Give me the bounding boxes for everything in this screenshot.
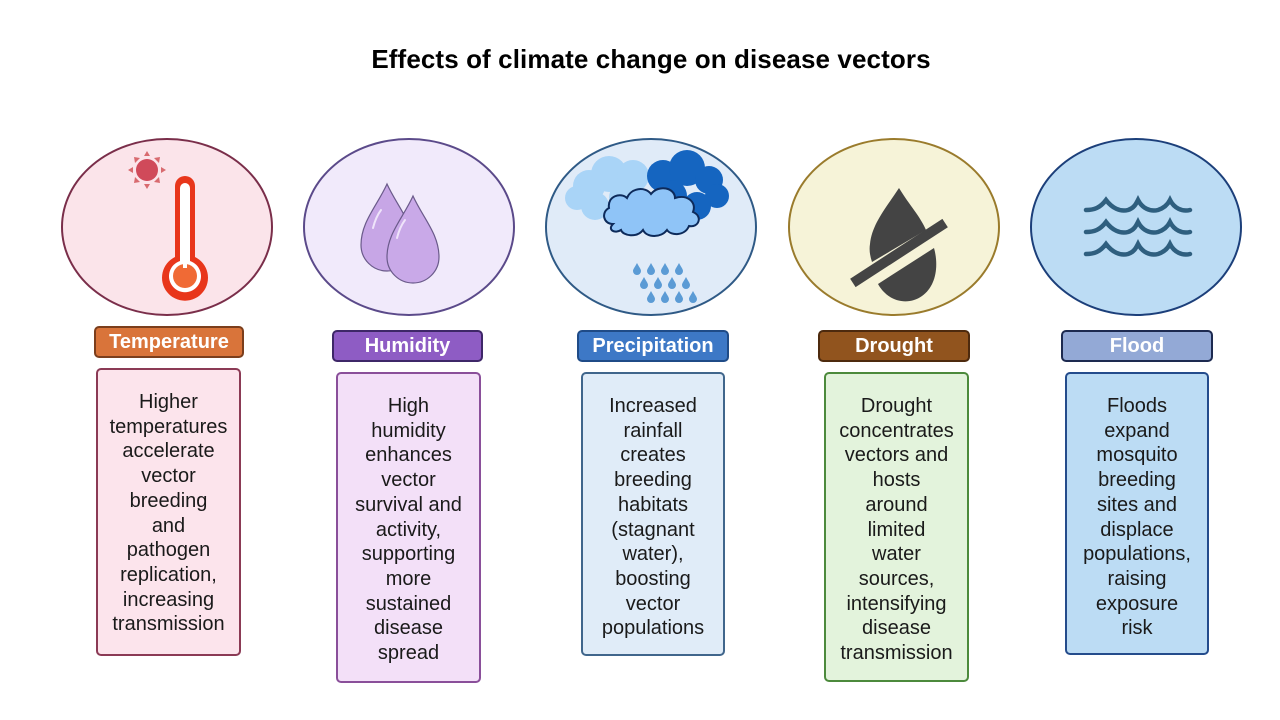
precipitation-label: Precipitation bbox=[577, 330, 729, 362]
flood-icon-circle bbox=[1030, 138, 1242, 316]
factor-humidity: Humidity High humidity enhances vector s… bbox=[303, 0, 523, 720]
humidity-description: High humidity enhances vector survival a… bbox=[336, 372, 481, 683]
flood-label: Flood bbox=[1061, 330, 1213, 362]
no-water-icon bbox=[850, 188, 948, 302]
page-title: Effects of climate change on disease vec… bbox=[371, 44, 931, 74]
factor-flood: Flood Floods expand mosquito breeding si… bbox=[1030, 0, 1250, 720]
temperature-description: Higher temperatures accelerate vector br… bbox=[96, 368, 241, 656]
rain-cloud-icon bbox=[565, 150, 729, 303]
factor-drought: Drought Drought concentrates vectors and… bbox=[788, 0, 1008, 720]
temperature-label: Temperature bbox=[94, 326, 244, 358]
thermometer-sun-icon bbox=[128, 151, 208, 301]
drought-icon-circle bbox=[788, 138, 1000, 316]
factor-temperature: Temperature Higher temperatures accelera… bbox=[61, 0, 281, 720]
flood-description: Floods expand mosquito breeding sites an… bbox=[1065, 372, 1209, 655]
precipitation-description: Increased rainfall creates breeding habi… bbox=[581, 372, 725, 656]
water-drops-icon bbox=[360, 182, 440, 284]
humidity-label: Humidity bbox=[332, 330, 483, 362]
temperature-icon-circle bbox=[61, 138, 273, 316]
factor-precipitation: Precipitation Increased rainfall creates… bbox=[545, 0, 765, 720]
precipitation-icon-circle bbox=[545, 138, 757, 316]
humidity-icon-circle bbox=[303, 138, 515, 316]
drought-label: Drought bbox=[818, 330, 970, 362]
waves-icon bbox=[1083, 194, 1193, 257]
drought-description: Drought concentrates vectors and hosts a… bbox=[824, 372, 969, 682]
